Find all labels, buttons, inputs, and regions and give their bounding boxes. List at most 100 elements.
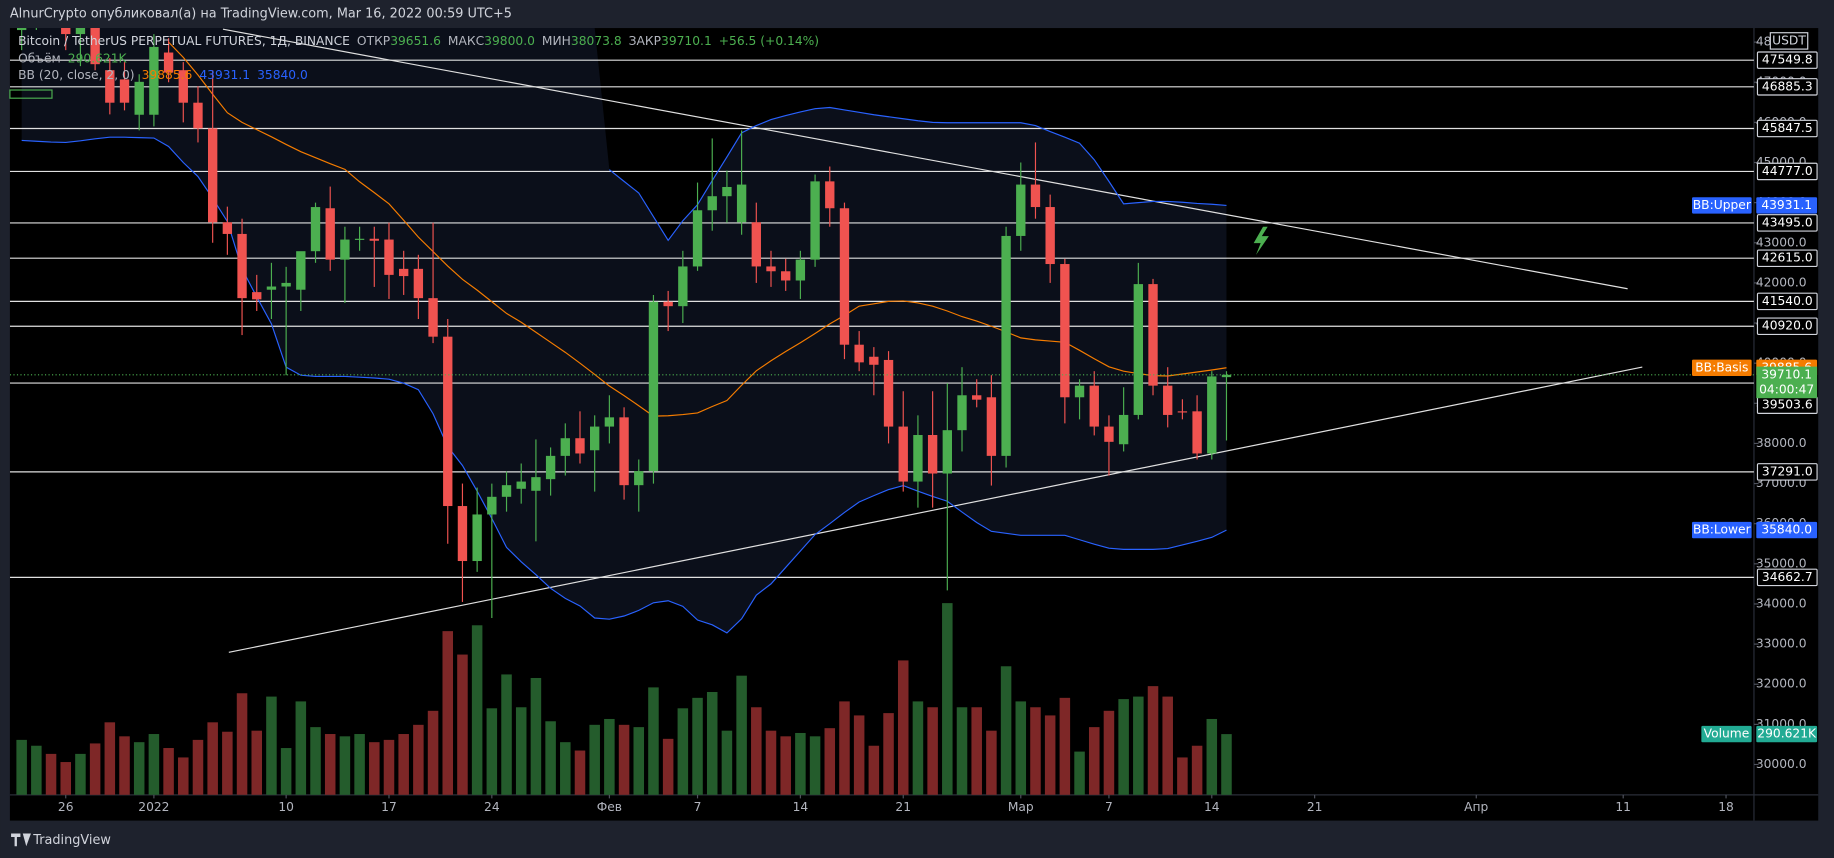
band-line bbox=[21, 136, 1227, 634]
volume-bar bbox=[178, 757, 189, 795]
volume-bar bbox=[1133, 696, 1144, 795]
legend-volume-value: 290.621K bbox=[68, 51, 128, 65]
volume-bar bbox=[236, 693, 248, 795]
candle-body bbox=[927, 435, 938, 474]
candle-body bbox=[1016, 184, 1026, 236]
candle-body bbox=[399, 268, 409, 277]
volume-bar bbox=[853, 715, 865, 795]
volume-bar bbox=[45, 753, 57, 795]
volume-bar bbox=[589, 724, 600, 795]
candle-body bbox=[75, 28, 86, 35]
candle-body bbox=[751, 222, 761, 267]
volume-bar bbox=[677, 708, 689, 795]
volume-bar bbox=[280, 748, 292, 795]
publish-header: AlnurCrypto опубликовал(а) на TradingVie… bbox=[10, 7, 512, 22]
legend-field-value: 38073.8 bbox=[571, 33, 622, 47]
y-tick-label: 34000.0 bbox=[1756, 596, 1807, 610]
volume-bar bbox=[192, 739, 204, 795]
band-name: BB:Lower bbox=[1693, 523, 1752, 537]
candle-body bbox=[134, 81, 144, 115]
candle-body bbox=[1030, 184, 1041, 208]
level-label-box bbox=[1756, 51, 1818, 69]
x-tick-label: 2022 bbox=[138, 800, 169, 814]
candle-body bbox=[707, 196, 717, 211]
volume-bar bbox=[383, 739, 395, 795]
level-label: 34662.7 bbox=[1762, 570, 1813, 584]
volume-bar bbox=[369, 742, 380, 795]
candle-body bbox=[795, 259, 806, 281]
band-line bbox=[168, 41, 1227, 417]
volume-bar bbox=[618, 724, 630, 795]
volume-bar bbox=[501, 674, 512, 795]
level-label: 37291.0 bbox=[1762, 464, 1813, 478]
volume-bar bbox=[1030, 707, 1041, 795]
candle-body bbox=[560, 438, 570, 456]
x-tick-label: 10 bbox=[278, 800, 294, 814]
band-value-box bbox=[1756, 521, 1818, 539]
candle-body bbox=[913, 435, 923, 482]
candle-body bbox=[310, 207, 321, 252]
volume-bar bbox=[1191, 745, 1203, 795]
level-label-box bbox=[1756, 78, 1818, 96]
volume-bar bbox=[104, 722, 116, 795]
trend-line bbox=[222, 28, 1628, 290]
candle-body bbox=[1148, 284, 1158, 386]
volume-bar bbox=[471, 625, 483, 795]
volume-name: Volume bbox=[1704, 727, 1750, 741]
volume-bar bbox=[89, 743, 101, 795]
volume-bar bbox=[163, 748, 174, 795]
volume-bar bbox=[295, 701, 307, 795]
x-tick-label: 7 bbox=[1105, 800, 1113, 814]
volume-bar bbox=[883, 713, 894, 795]
band-value: 43931.1 bbox=[1761, 198, 1812, 212]
volume-bar bbox=[927, 707, 938, 795]
volume-bar bbox=[31, 745, 42, 795]
candle-body bbox=[119, 79, 130, 103]
x-tick-label: 26 bbox=[58, 800, 74, 814]
currency: USDT bbox=[1772, 33, 1806, 47]
volume-bar bbox=[266, 696, 277, 795]
volume-bar bbox=[148, 734, 160, 795]
legend-bb: BB (20, close, 2, 0) 39885.6 43931.1 35840.… bbox=[18, 67, 308, 81]
countdown: 04:00:47 bbox=[1759, 382, 1814, 396]
volume-bar bbox=[1015, 701, 1027, 795]
volume-bar bbox=[604, 718, 615, 795]
volume-bar bbox=[398, 734, 409, 795]
candle-body bbox=[722, 186, 732, 197]
volume-bar bbox=[1088, 727, 1100, 795]
candle-body bbox=[545, 455, 556, 480]
level-label-box bbox=[1756, 463, 1818, 481]
candle-body bbox=[90, 28, 100, 65]
band-name: BB:Basis bbox=[1695, 360, 1748, 374]
candle-body bbox=[1104, 426, 1114, 442]
candle-body bbox=[942, 430, 952, 474]
volume-bar bbox=[824, 728, 836, 795]
candle-body bbox=[957, 395, 967, 431]
volume-bar bbox=[839, 701, 850, 795]
volume-bar bbox=[486, 708, 498, 795]
volume-bar bbox=[765, 730, 777, 795]
candle-body bbox=[222, 222, 233, 234]
volume-bar bbox=[736, 675, 747, 795]
volume-bar bbox=[971, 707, 982, 795]
volume-name-box bbox=[1701, 725, 1752, 743]
level-label-box bbox=[1756, 568, 1818, 587]
volume-bar bbox=[912, 701, 924, 795]
volume-bar bbox=[1147, 686, 1159, 795]
last-price-box bbox=[1756, 366, 1818, 399]
level-label-box bbox=[1756, 292, 1818, 311]
indicator-toggle[interactable] bbox=[9, 89, 53, 99]
level-label-box bbox=[1756, 214, 1818, 232]
trend-line bbox=[228, 366, 1643, 653]
candle-body bbox=[1001, 235, 1011, 456]
candle-body bbox=[428, 298, 438, 337]
volume-bar bbox=[751, 707, 762, 795]
volume-bar bbox=[560, 742, 571, 795]
y-tick-label: 32000.0 bbox=[1756, 677, 1807, 691]
level-label: 47549.8 bbox=[1762, 53, 1813, 67]
candle-body bbox=[354, 238, 365, 240]
candle-body bbox=[384, 239, 394, 275]
candle-body bbox=[105, 70, 115, 103]
volume-bar bbox=[60, 762, 71, 795]
